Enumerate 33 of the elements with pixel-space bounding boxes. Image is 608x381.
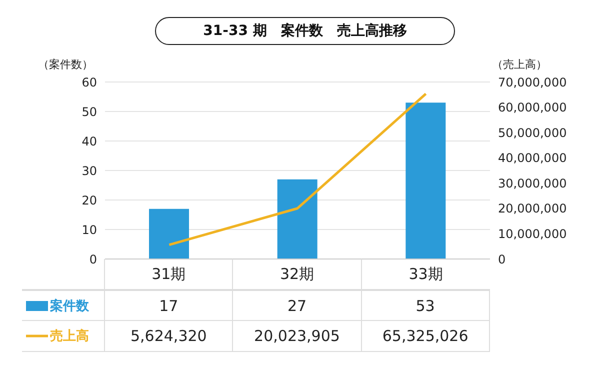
legend-label: 売上高 [50,328,89,345]
y-tick-label: 50 [82,104,97,119]
y-tick-label: 20 [82,193,97,208]
data-label: 53 [362,290,490,321]
x-tick-label: 32期 [233,259,362,290]
y-axis-title: （案件数） [38,57,93,72]
chart-title: 31-33 期 案件数 売上高推移 [203,22,407,40]
bar [406,102,446,259]
x-tick-label: 33期 [362,259,490,290]
bar [149,208,189,259]
data-label: 65,325,026 [362,321,490,352]
y-tick-label: 10 [82,222,97,237]
y2-axis-title: （売上高） [492,57,547,72]
y-tick-label: 40 [82,134,97,148]
y2-tick-label: 70,000,000 [498,75,567,90]
data-label: 17 [105,290,234,321]
legend-label: 案件数 [50,298,89,314]
data-label: 5,624,320 [105,321,234,352]
y-tick-label: 0 [89,252,97,266]
x-tick-label: 31期 [105,259,234,290]
y2-tick-label: 0 [498,252,506,266]
rounded-frame: 31-33 期 案件数 売上高推移 [155,17,455,45]
y2-tick-label: 10,000,000 [498,226,567,241]
data-label: 27 [233,290,362,321]
y2-tick-label: 30,000,000 [498,176,567,190]
y2-tick-label: 40,000,000 [498,151,567,166]
data-label: 20,023,905 [233,321,362,352]
y-tick-label: 30 [82,164,97,178]
y2-tick-label: 20,000,000 [498,202,567,216]
bar [277,179,318,259]
y-tick-label: 60 [82,75,97,90]
y2-tick-label: 50,000,000 [498,126,567,140]
y2-tick-label: 60,000,000 [498,100,567,115]
